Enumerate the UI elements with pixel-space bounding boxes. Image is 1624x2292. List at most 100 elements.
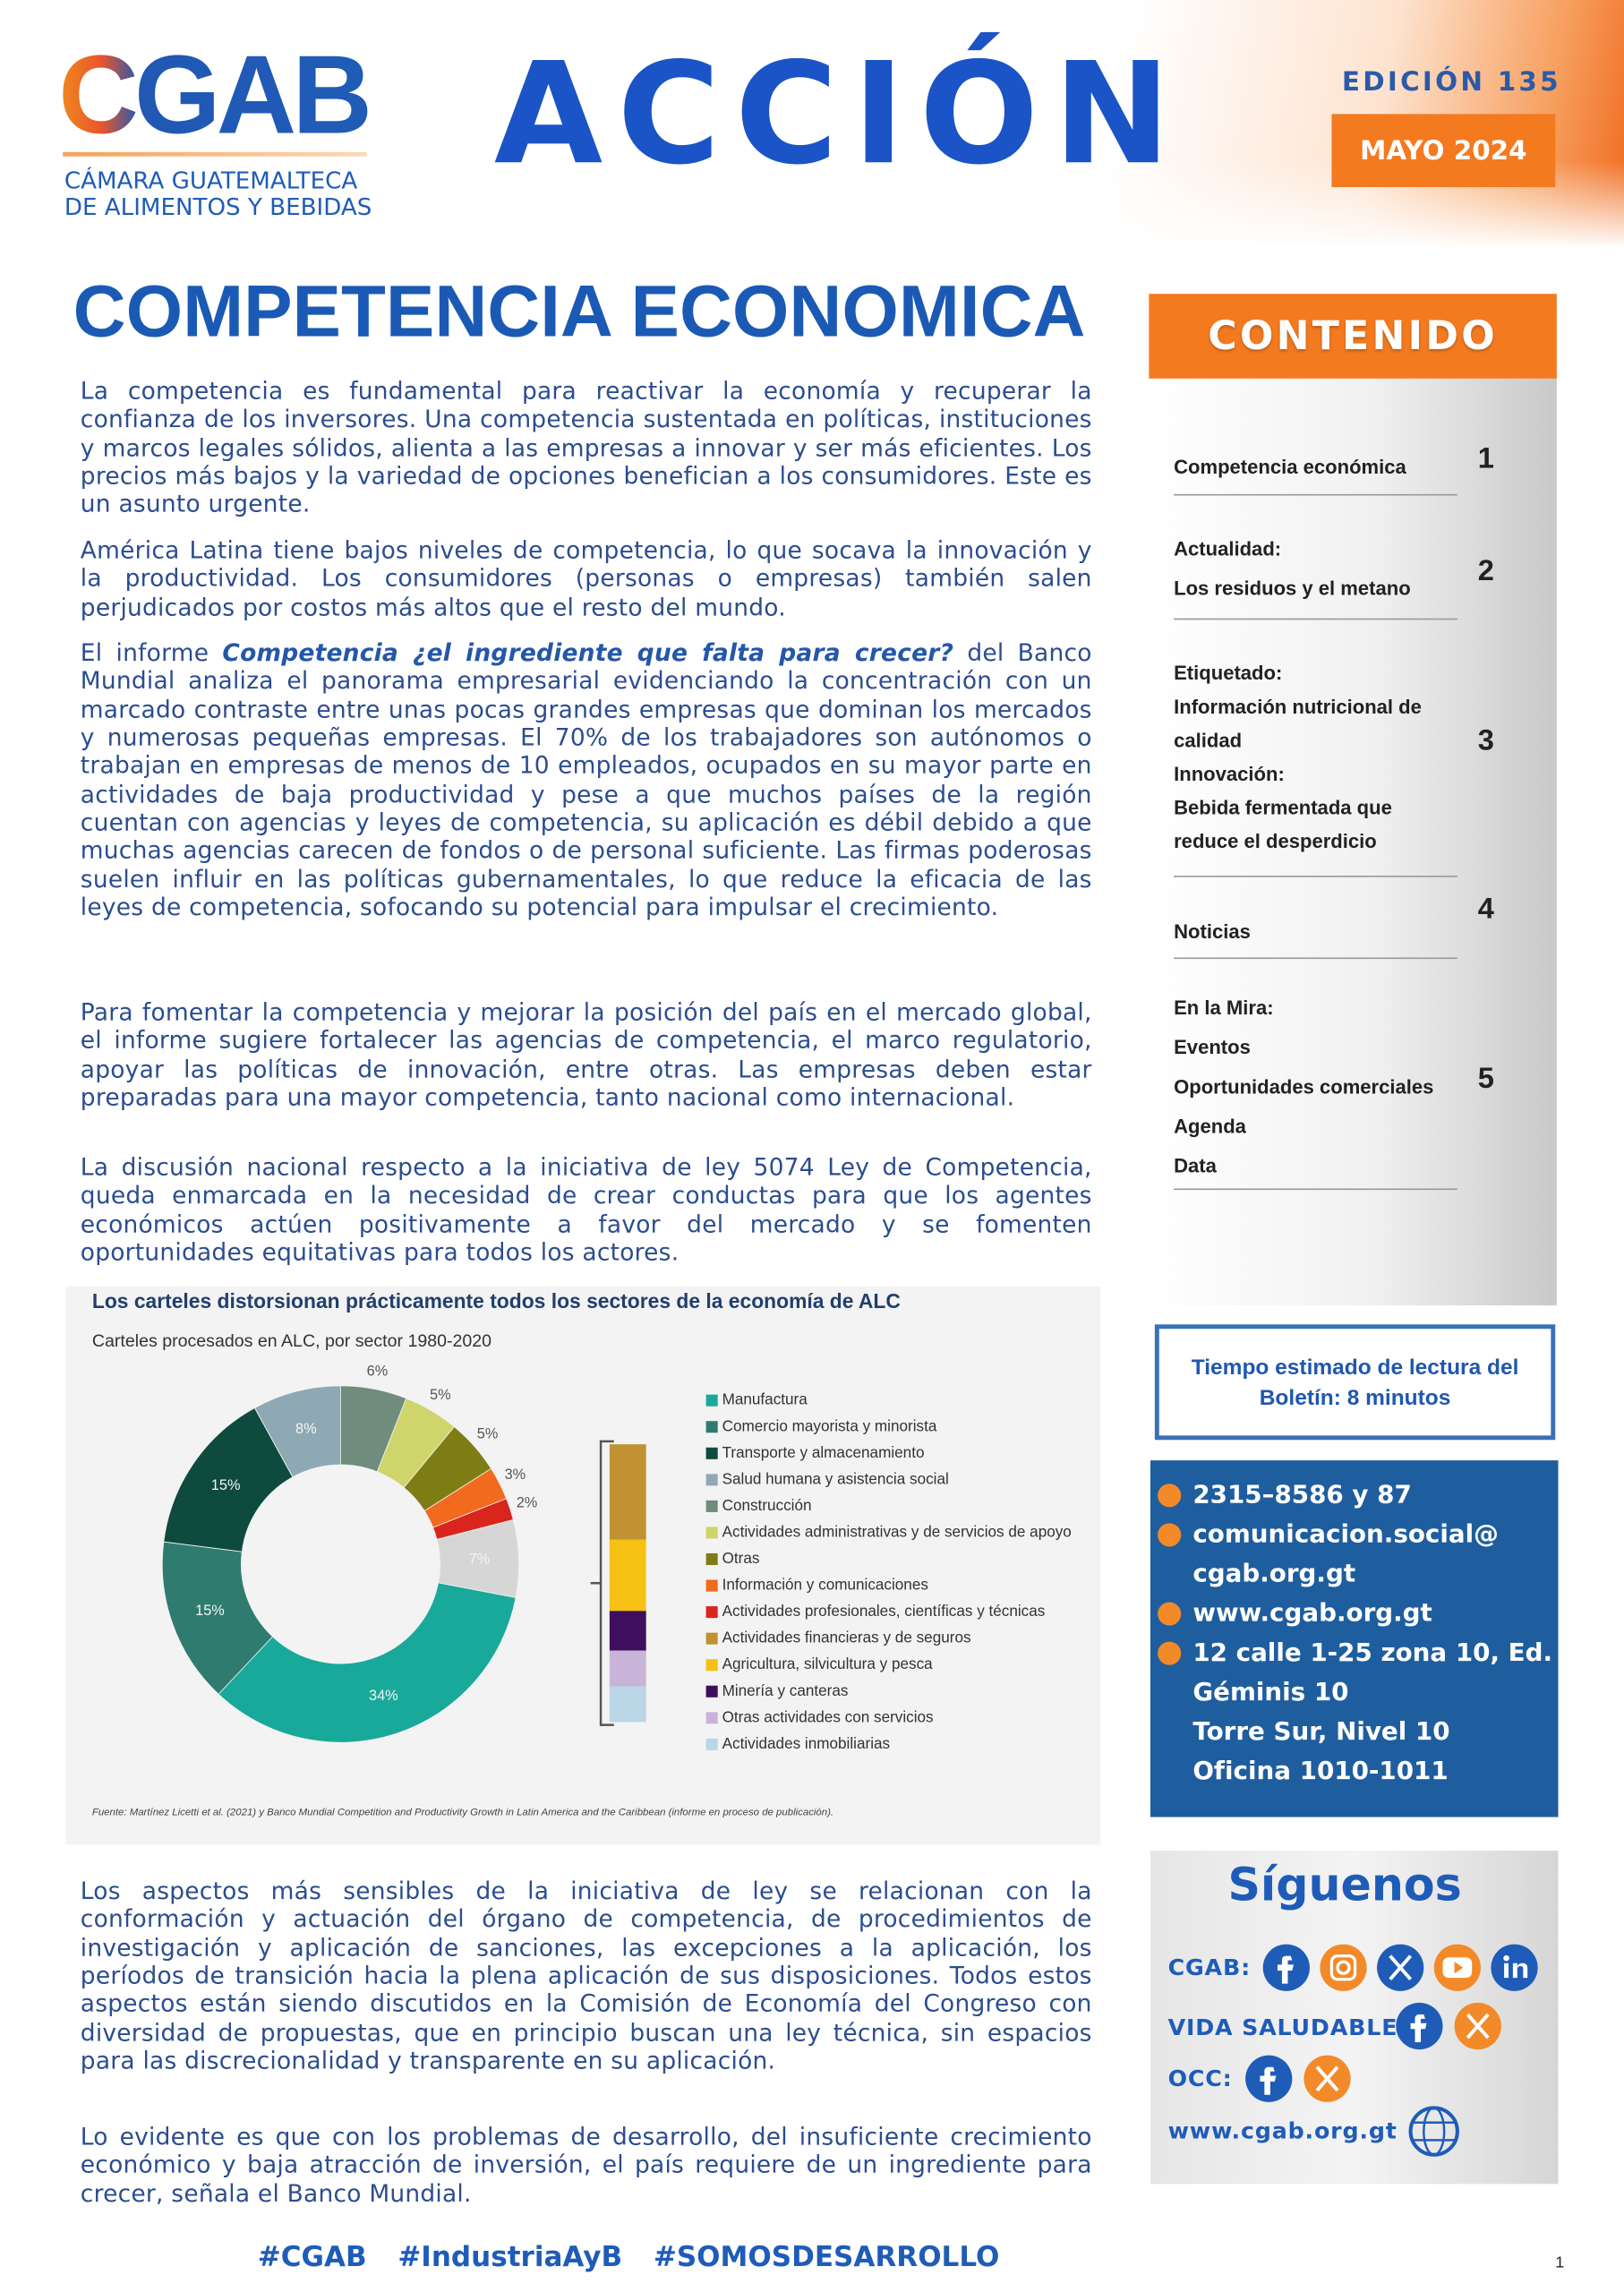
org-name: CÁMARA GUATEMALTECA <box>64 167 358 195</box>
paragraph: La discusión nacional respecto a la inic… <box>80 1153 1092 1267</box>
article-title: COMPETENCIA ECONOMICA <box>73 270 1086 353</box>
slice-label: 6% <box>367 1363 389 1379</box>
toc-item: En la Mira: Eventos Oportunidades comercia… <box>1174 985 1457 1191</box>
legend-swatch <box>705 1738 718 1750</box>
web-icon <box>1158 1602 1182 1626</box>
legend-swatch <box>705 1632 718 1645</box>
icon-facebook <box>1396 2002 1443 2050</box>
paragraph: América Latina tiene bajos niveles de co… <box>80 536 1092 621</box>
date-badge: MAYO 2024 <box>1331 114 1556 187</box>
toc-line: Información nutricional de calidad <box>1174 695 1422 751</box>
slice-label: 15% <box>195 1603 225 1619</box>
stacked-bar-segment <box>609 1539 646 1612</box>
donut-slice <box>218 1582 517 1743</box>
follow-website: www.cgab.org.gt <box>1167 2117 1397 2145</box>
legend-label: Agricultura, silvicultura y pesca <box>722 1655 934 1672</box>
legend-swatch <box>705 1712 718 1724</box>
legend-swatch <box>705 1552 718 1566</box>
icon-instagram <box>1320 1944 1367 1991</box>
legend-label: Comercio mayorista y minorista <box>722 1416 937 1434</box>
slice-label: 15% <box>211 1477 241 1493</box>
legend-swatch <box>705 1659 718 1672</box>
icon-linkedin <box>1491 1944 1538 1991</box>
contact-box <box>1150 1460 1559 1817</box>
date: MAYO 2024 <box>1360 135 1527 167</box>
text: El informe <box>80 638 223 667</box>
paragraph: Los aspectos más sensibles de la iniciat… <box>80 1877 1092 2074</box>
edition: EDICIÓN 135 <box>1341 67 1561 98</box>
toc-item: Competencia económica <box>1174 439 1457 496</box>
reading-time-box: Tiempo estimado de lectura del Boletín: … <box>1154 1324 1556 1441</box>
slice-label: 5% <box>477 1426 499 1442</box>
report-title: Competencia ¿el ingrediente que falta pa… <box>222 638 954 667</box>
contact-line: 2315–8586 y 87 <box>1192 1480 1412 1510</box>
toc-page: 1 <box>1477 442 1494 475</box>
hashtags: #CGAB #IndustriaAyB #SOMOSDESARROLLO <box>257 2241 1000 2273</box>
legend-label: Construcción <box>722 1496 812 1514</box>
legend-label: Actividades profesionales, científicas y… <box>722 1602 1046 1620</box>
slice-label: 8% <box>295 1421 317 1437</box>
toc-line: Eventos <box>1174 1036 1251 1059</box>
stacked-bar-segment <box>609 1444 646 1540</box>
contact-line: 12 calle 1-25 zona 10, Ed. <box>1192 1638 1553 1668</box>
legend-swatch <box>705 1474 718 1486</box>
legend-swatch <box>705 1527 718 1539</box>
slice-label: 34% <box>369 1688 398 1704</box>
legend-label: Otras <box>722 1549 760 1567</box>
slice-label: 3% <box>505 1467 526 1483</box>
contents-panel <box>1149 378 1557 1306</box>
legend-label: Salud humana y asistencia social <box>722 1469 949 1487</box>
legend-label: Actividades financieras y de seguros <box>722 1629 971 1646</box>
contact-line: Oficina 1010-1011 <box>1192 1757 1449 1787</box>
page-number: 1 <box>1555 2254 1565 2272</box>
toc-line: Oportunidades comerciales <box>1174 1075 1434 1099</box>
contact-line: comunicacion.social@ <box>1192 1520 1499 1550</box>
phone-icon <box>1158 1484 1182 1508</box>
paragraph: Lo evidente es que con los problemas de … <box>80 2122 1092 2207</box>
chart-subtitle: Carteles procesados en ALC, por sector 1… <box>92 1331 491 1351</box>
legend-label: Otras actividades con servicios <box>722 1707 934 1725</box>
slice-label: 7% <box>469 1551 491 1567</box>
toc-line: Actualidad: <box>1174 537 1282 560</box>
toc-line: Innovación: <box>1174 762 1285 784</box>
stacked-bar-segment <box>609 1686 646 1723</box>
email-icon <box>1158 1523 1182 1547</box>
reading-time: Tiempo estimado de lectura del Boletín: … <box>1191 1354 1519 1410</box>
icon-x <box>1303 2055 1351 2102</box>
legend-swatch <box>705 1447 718 1459</box>
toc-line: Competencia económica <box>1174 455 1406 478</box>
donut-slice <box>436 1519 519 1598</box>
paragraph: El informe Competencia ¿el ingrediente q… <box>81 639 1092 922</box>
stacked-bar-segment <box>609 1650 646 1687</box>
paragraph: Para fomentar la competencia y mejorar l… <box>80 998 1092 1111</box>
contact-line: www.cgab.org.gt <box>1192 1599 1432 1629</box>
stacked-bar-segment <box>609 1611 646 1651</box>
legend-swatch <box>705 1685 718 1698</box>
masthead-title: ACCIÓN <box>493 31 1185 196</box>
legend-swatch <box>705 1606 718 1619</box>
social-icons <box>1245 1944 1538 2157</box>
contact-line: Géminis 10 <box>1192 1678 1349 1708</box>
logo-rule <box>63 151 367 157</box>
toc-line: Bebida fermentada que reduce el desperdi… <box>1174 796 1392 852</box>
contact-line: cgab.org.gt <box>1192 1560 1356 1589</box>
icon-globe <box>1408 2106 1459 2157</box>
toc-line: Los residuos y el metano <box>1174 577 1411 599</box>
contents-header: CONTENIDO <box>1149 294 1557 379</box>
legend-label: Minería y canteras <box>722 1681 849 1699</box>
contact-line: Torre Sur, Nivel 10 <box>1192 1717 1450 1748</box>
toc-item: Noticias <box>1174 899 1457 960</box>
chart-title: Los carteles distorsionan prácticamente … <box>92 1289 901 1313</box>
legend-label: Información y comunicaciones <box>722 1576 928 1594</box>
paragraph: La competencia es fundamental para react… <box>80 377 1092 518</box>
toc-line: Data <box>1174 1154 1217 1177</box>
toc-page: 3 <box>1477 724 1494 757</box>
follow-title: Síguenos <box>1227 1859 1462 1912</box>
toc-line: En la Mira: <box>1174 996 1274 1020</box>
icon-x <box>1454 2002 1501 2050</box>
legend-label: Actividades inmobiliarias <box>722 1734 891 1752</box>
icon-facebook <box>1245 2055 1293 2102</box>
toc-page: 5 <box>1477 1063 1494 1095</box>
legend-swatch <box>705 1421 718 1433</box>
